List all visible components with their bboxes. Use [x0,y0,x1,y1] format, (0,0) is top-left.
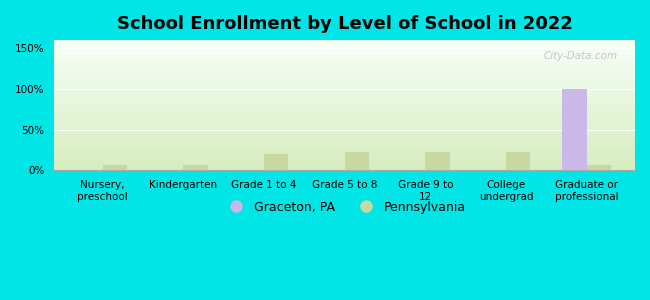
Legend: Graceton, PA, Pennsylvania: Graceton, PA, Pennsylvania [219,196,471,219]
Bar [344,152,369,170]
Text: City-Data.com: City-Data.com [543,50,618,61]
Bar [562,89,586,170]
Bar [586,165,611,170]
Bar [506,152,530,170]
Bar [183,165,207,170]
Bar [425,152,450,170]
Bar [264,154,288,170]
Title: School Enrollment by Level of School in 2022: School Enrollment by Level of School in … [117,15,573,33]
Bar [103,164,127,170]
